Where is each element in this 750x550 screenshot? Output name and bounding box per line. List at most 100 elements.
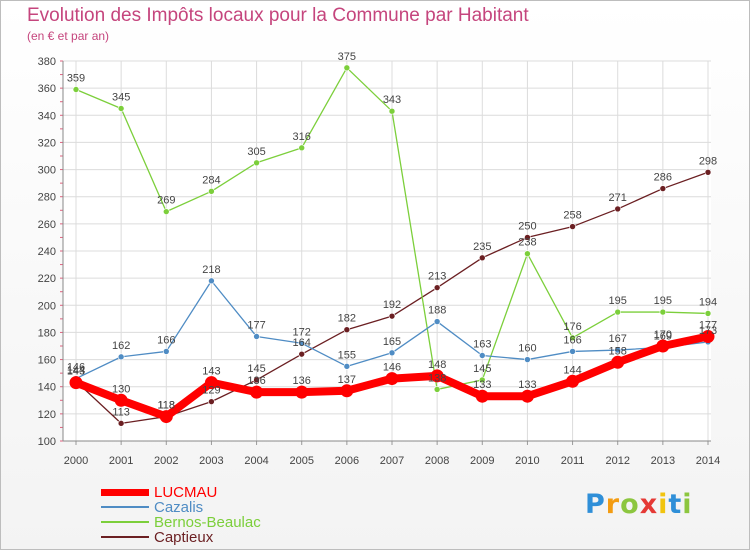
logo-letter: t bbox=[668, 489, 683, 520]
data-point-lucmau bbox=[159, 410, 173, 424]
chart-subtitle: (en € et par an) bbox=[27, 29, 110, 43]
data-point-captieux bbox=[253, 376, 260, 384]
data-label-captieux: 129 bbox=[202, 385, 220, 397]
data-point-lucmau bbox=[656, 339, 670, 353]
data-label-bernos-beaulac: 145 bbox=[473, 363, 491, 375]
data-label-captieux: 286 bbox=[654, 172, 672, 184]
data-point-bernos-beaulac bbox=[569, 334, 576, 342]
data-label-lucmau: 170 bbox=[654, 329, 672, 341]
data-point-bernos-beaulac bbox=[659, 308, 667, 316]
y-tick-label: 280 bbox=[38, 192, 56, 204]
data-point-bernos-beaulac bbox=[433, 386, 441, 393]
x-tick-label: 2000 bbox=[64, 455, 88, 467]
data-label-lucmau: 148 bbox=[428, 359, 446, 371]
data-point-lucmau bbox=[69, 376, 83, 390]
data-point-bernos-beaulac bbox=[704, 310, 712, 317]
data-label-cazalis: 172 bbox=[293, 326, 311, 338]
data-point-lucmau bbox=[430, 369, 444, 383]
data-label-captieux: 144 bbox=[67, 364, 85, 376]
legend-label: Cazalis bbox=[154, 499, 204, 516]
data-point-cazalis bbox=[569, 348, 576, 355]
data-label-bernos-beaulac: 359 bbox=[67, 73, 85, 85]
data-point-lucmau bbox=[385, 372, 399, 386]
data-point-lucmau bbox=[566, 374, 580, 388]
data-point-captieux bbox=[478, 254, 486, 262]
data-point-bernos-beaulac bbox=[298, 144, 306, 152]
data-point-captieux bbox=[569, 223, 576, 230]
data-point-captieux bbox=[343, 326, 351, 334]
data-point-bernos-beaulac bbox=[208, 187, 215, 195]
data-label-lucmau: 158 bbox=[609, 345, 627, 357]
data-label-lucmau: 118 bbox=[158, 400, 176, 412]
data-label-cazalis: 169 bbox=[654, 330, 672, 342]
data-label-lucmau: 136 bbox=[247, 375, 265, 387]
data-label-bernos-beaulac: 176 bbox=[563, 321, 581, 333]
data-point-cazalis bbox=[433, 318, 441, 325]
data-point-lucmau bbox=[701, 330, 715, 343]
data-point-bernos-beaulac bbox=[343, 64, 351, 72]
x-tick-label: 2006 bbox=[335, 455, 359, 467]
data-point-captieux bbox=[614, 205, 622, 213]
chart-title: Evolution des Impôts locaux pour la Comm… bbox=[27, 5, 529, 26]
data-point-cazalis bbox=[388, 349, 396, 357]
legend-label: Captieux bbox=[154, 529, 214, 546]
x-tick-label: 2009 bbox=[470, 455, 494, 467]
data-point-cazalis bbox=[162, 348, 170, 355]
logo-letter: i bbox=[682, 489, 693, 520]
y-tick-label: 320 bbox=[38, 137, 56, 149]
data-label-cazalis: 218 bbox=[202, 264, 220, 276]
x-tick-label: 2012 bbox=[605, 455, 629, 467]
y-tick-label: 100 bbox=[38, 436, 56, 448]
data-label-captieux: 271 bbox=[609, 192, 627, 204]
x-tick-label: 2001 bbox=[109, 455, 133, 467]
data-point-cazalis bbox=[298, 339, 306, 347]
data-point-bernos-beaulac bbox=[253, 159, 260, 167]
data-point-lucmau bbox=[340, 384, 354, 398]
y-tick-label: 300 bbox=[38, 165, 56, 177]
x-tick-label: 2005 bbox=[289, 455, 313, 467]
data-label-bernos-beaulac: 305 bbox=[247, 146, 265, 158]
data-point-cazalis bbox=[343, 363, 351, 370]
legend-label: LUCMAU bbox=[154, 484, 218, 501]
logo-letter: i bbox=[658, 489, 669, 520]
data-point-captieux bbox=[659, 185, 667, 192]
data-label-cazalis: 162 bbox=[112, 340, 130, 352]
data-point-captieux bbox=[298, 350, 306, 358]
x-tick-label: 2004 bbox=[244, 455, 268, 467]
logo-letter: x bbox=[639, 489, 659, 520]
x-tick-label: 2002 bbox=[154, 455, 178, 467]
data-point-captieux bbox=[117, 420, 125, 427]
data-label-bernos-beaulac: 138 bbox=[428, 372, 446, 384]
data-point-captieux bbox=[524, 234, 531, 241]
y-tick-label: 340 bbox=[38, 110, 56, 122]
data-point-lucmau bbox=[250, 385, 264, 399]
data-label-captieux: 118 bbox=[158, 400, 176, 412]
data-label-bernos-beaulac: 284 bbox=[202, 174, 220, 186]
data-label-lucmau: 144 bbox=[563, 364, 581, 376]
x-tick-label: 2014 bbox=[696, 455, 720, 467]
data-point-bernos-beaulac bbox=[117, 105, 125, 112]
data-label-cazalis: 160 bbox=[518, 343, 536, 355]
data-point-cazalis bbox=[117, 353, 125, 361]
data-label-lucmau: 177 bbox=[699, 320, 717, 332]
data-point-captieux bbox=[208, 398, 215, 405]
data-label-bernos-beaulac: 194 bbox=[699, 296, 717, 308]
data-label-lucmau: 130 bbox=[112, 383, 130, 395]
legend-swatch bbox=[101, 536, 149, 538]
data-point-cazalis bbox=[208, 277, 215, 285]
data-point-captieux bbox=[388, 312, 396, 320]
data-label-bernos-beaulac: 375 bbox=[338, 51, 356, 63]
data-label-bernos-beaulac: 195 bbox=[609, 295, 627, 307]
data-label-captieux: 145 bbox=[247, 363, 265, 375]
data-point-lucmau bbox=[475, 389, 489, 403]
data-point-lucmau bbox=[295, 385, 309, 399]
x-tick-label: 2011 bbox=[561, 455, 585, 467]
data-label-lucmau: 136 bbox=[293, 375, 311, 387]
data-label-lucmau: 133 bbox=[473, 379, 491, 391]
data-label-lucmau: 146 bbox=[383, 362, 401, 374]
proxiti-logo: Proxiti bbox=[585, 489, 693, 520]
data-point-bernos-beaulac bbox=[478, 376, 486, 384]
data-point-captieux bbox=[704, 168, 712, 176]
